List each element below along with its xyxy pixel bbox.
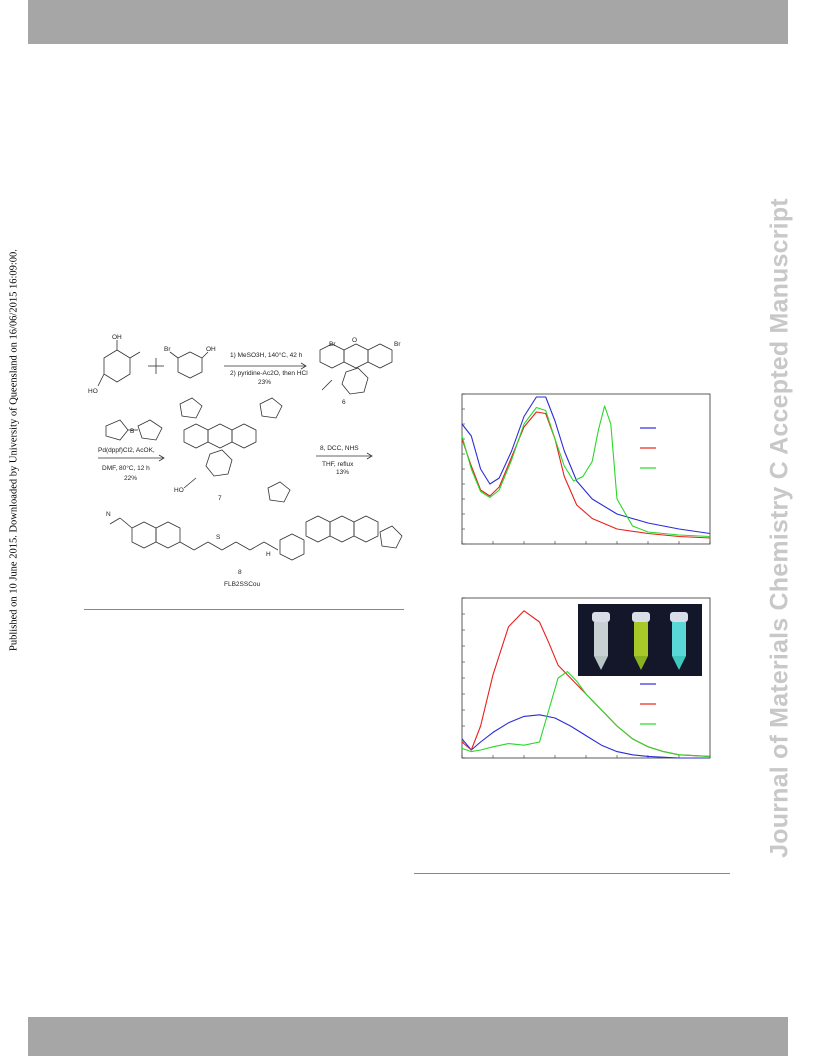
plot-frame: [461, 393, 711, 545]
legend: [640, 683, 656, 725]
vial-green-yellow: [632, 612, 650, 670]
figure-divider: [414, 873, 730, 874]
fluorescence-chart: [461, 597, 711, 759]
label-br-3: Br: [394, 341, 401, 348]
compound-7-label: 7: [218, 495, 222, 502]
label-oh: OH: [112, 334, 122, 341]
label-n: N: [106, 511, 111, 518]
series-line-green: [461, 671, 711, 757]
yield-2: 22%: [124, 475, 137, 482]
publication-side-note: Published on 10 June 2015. Downloaded by…: [8, 249, 20, 651]
tick-marks: [461, 393, 711, 545]
label-h: H: [266, 551, 271, 558]
series-group: [461, 396, 711, 539]
label-ho: HO: [88, 388, 98, 395]
journal-header-bar: [28, 0, 788, 44]
label-b: B: [130, 428, 134, 435]
tick-marks: [461, 597, 711, 759]
synthesis-scheme: OH HO Br OH 1) MeSO3H, 140°C, 42 h 2) py…: [88, 334, 403, 588]
label-oh-2: OH: [206, 346, 216, 353]
legend: [640, 427, 656, 469]
series-line-blue: [461, 714, 710, 759]
series-line-green: [461, 405, 711, 538]
label-o: O: [352, 337, 357, 344]
reagent-4: DMF, 80°C, 12 h: [102, 464, 150, 472]
journal-watermark: Journal of Materials Chemistry C Accepte…: [765, 198, 794, 858]
vial-cyan: [670, 612, 688, 670]
yield-3: 13%: [336, 469, 349, 476]
series-group: [461, 610, 711, 759]
product-name: FLB2SSCou: [224, 581, 261, 588]
reagent-2: 2) pyridine-Ac2O, then HCl: [230, 370, 308, 377]
compound-6-label: 6: [342, 399, 346, 406]
yield-1: 23%: [258, 379, 271, 386]
series-line-red: [461, 411, 711, 539]
reagent-5: 8, DCC, NHS: [320, 445, 359, 452]
benzene-ring: [103, 349, 131, 383]
vial-colorless: [592, 612, 610, 670]
label-br: Br: [164, 346, 171, 353]
journal-footer-bar: [28, 1017, 788, 1056]
label-s: S: [216, 534, 221, 541]
compound-8-label: 8: [238, 569, 242, 576]
reagent-6: THF, reflux: [322, 461, 354, 468]
scheme-divider: [84, 609, 404, 610]
label-br-2: Br: [329, 341, 336, 348]
reagent-1: 1) MeSO3H, 140°C, 42 h: [230, 351, 303, 359]
absorption-chart: [461, 393, 711, 545]
reagent-3: Pd(dppf)Cl2, AcOK,: [98, 447, 155, 454]
label-ho-2: HO: [174, 487, 184, 494]
vial-photo-inset: [578, 604, 702, 676]
